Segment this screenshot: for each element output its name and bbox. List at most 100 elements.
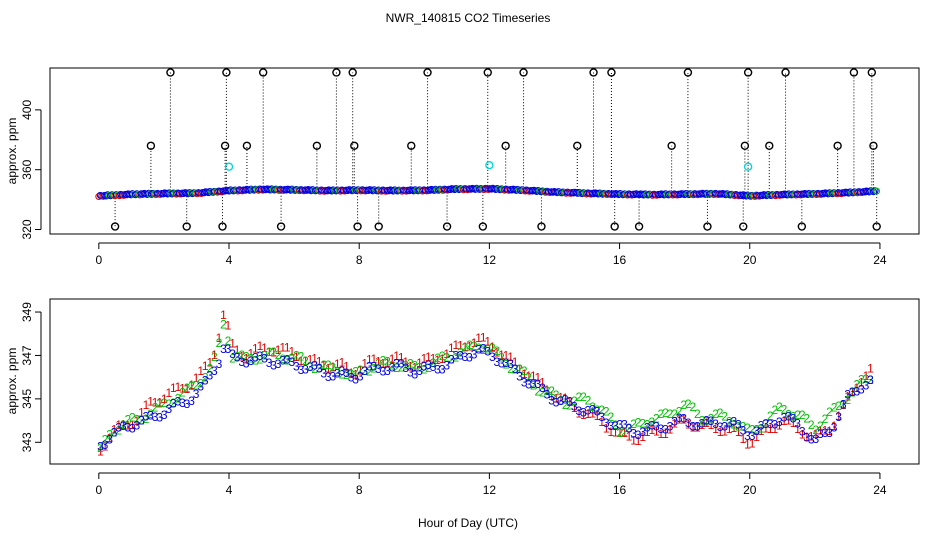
series-1-point: 1 [111, 423, 118, 437]
series-3-point: 3 [844, 388, 851, 402]
series-2-point: 2 [594, 403, 601, 417]
series-1-point: 1 [402, 355, 409, 369]
series-2-point: 2 [206, 362, 213, 376]
spike-point [312, 141, 322, 150]
series-3-point: 3 [708, 414, 715, 428]
series-1-point: 1 [270, 346, 277, 360]
series-2-point: 2 [812, 423, 819, 437]
series-2-point: 2 [453, 351, 460, 365]
top-panel-frame [49, 67, 920, 235]
series-1-point: 1 [471, 336, 478, 350]
series-3-point: 3 [589, 403, 596, 417]
series-2-point: 2 [822, 412, 829, 426]
series-1-point: 1 [466, 340, 473, 354]
series-1-point: 1 [812, 427, 819, 441]
series-2-point: 2 [165, 397, 172, 411]
series-1-point: 1 [252, 341, 259, 355]
series-2-point: 2 [298, 350, 305, 364]
series-3-point: 3 [165, 402, 172, 416]
series-2-point: 2 [548, 384, 555, 398]
series-1-point: 1 [580, 408, 587, 422]
series-2-point: 2 [539, 385, 546, 399]
series-3-point: 3 [703, 413, 710, 427]
spike-point [667, 141, 676, 150]
series-3-point: 3 [521, 375, 528, 389]
series-2-point: 2 [293, 349, 300, 363]
series-3-point: 3 [206, 368, 213, 382]
spike-point [442, 222, 452, 231]
series-2-point: 2 [585, 394, 592, 408]
series-2-point: 2 [503, 358, 510, 372]
series-1-point: 1 [243, 352, 250, 366]
series-1-point: 1 [740, 432, 747, 446]
series-1-point: 1 [165, 386, 172, 400]
series-3-point: 3 [134, 419, 141, 433]
series-1-point: 1 [680, 413, 687, 427]
top-panel-ylabel: approx. ppm [5, 118, 19, 185]
series-2-point: 2 [475, 341, 482, 355]
top-panel-x-tick-label: 4 [226, 253, 233, 267]
series-2-point: 2 [689, 400, 696, 414]
series-1-point: 1 [607, 425, 614, 439]
series-1-point: 1 [352, 368, 359, 382]
series-1-point: 1 [284, 341, 291, 355]
top-panel-y-tick-label: 320 [20, 219, 34, 239]
spike-point [348, 68, 357, 77]
top-panel-x-tick-label: 8 [356, 253, 363, 267]
series-2-point: 2 [557, 394, 564, 408]
series-3-point: 3 [416, 364, 423, 378]
series-3-point: 3 [471, 347, 478, 361]
spike-point [740, 141, 750, 150]
series-3-point: 3 [758, 419, 765, 433]
series-2-point: 2 [667, 407, 674, 421]
series-3-point: 3 [147, 409, 154, 423]
series-1-point: 1 [626, 430, 633, 444]
series-2-point: 2 [211, 350, 218, 364]
series-2-point: 2 [717, 406, 724, 420]
series-1-point: 1 [266, 345, 273, 359]
series-3-point: 3 [689, 420, 696, 434]
series-3-point: 3 [161, 408, 168, 422]
series-3-point: 3 [111, 426, 118, 440]
spike-point [743, 68, 753, 77]
series-1-point: 1 [612, 426, 619, 440]
top-panel: 0 4 8 12 16 20 24 320 360 400 approx. ppm [5, 67, 920, 267]
series-2-point: 2 [521, 364, 528, 378]
series-3-point: 3 [175, 395, 182, 409]
series-3-point: 3 [475, 342, 482, 356]
series-2-point: 2 [639, 416, 646, 430]
series-3-point: 3 [334, 366, 341, 380]
series-2-point: 2 [393, 361, 400, 375]
series-3-point: 3 [771, 417, 778, 431]
series-1-point: 1 [826, 424, 833, 438]
series-2-point: 2 [612, 418, 619, 432]
series-2-point: 2 [375, 357, 382, 371]
series-2-point: 2 [785, 408, 792, 422]
series-2-point: 2 [790, 409, 797, 423]
series-2-point: 2 [343, 368, 350, 382]
series-3-point: 3 [749, 429, 756, 443]
series-2-point: 2 [334, 365, 341, 379]
series-1-point: 1 [311, 352, 318, 366]
series-2-point: 2 [863, 372, 870, 386]
spike-point [242, 141, 252, 150]
series-1-point: 1 [566, 395, 573, 409]
series-1-point: 1 [106, 431, 113, 445]
series-3-point: 3 [635, 428, 642, 442]
spike-point [501, 141, 510, 150]
series-2-point: 2 [311, 362, 318, 376]
series-3-point: 3 [849, 385, 856, 399]
series-3-point: 3 [389, 360, 396, 374]
series-2-point: 2 [466, 338, 473, 352]
series-2-point: 2 [484, 343, 491, 357]
series-2-point: 2 [630, 417, 637, 431]
series-3-point: 3 [557, 394, 564, 408]
series-3-point: 3 [152, 410, 159, 424]
series-3-point: 3 [776, 415, 783, 429]
series-3-point: 3 [143, 409, 150, 423]
spike-point [478, 222, 488, 231]
series-1-point: 1 [275, 343, 282, 357]
series-1-point: 1 [822, 424, 829, 438]
series-1-point: 1 [667, 423, 674, 437]
